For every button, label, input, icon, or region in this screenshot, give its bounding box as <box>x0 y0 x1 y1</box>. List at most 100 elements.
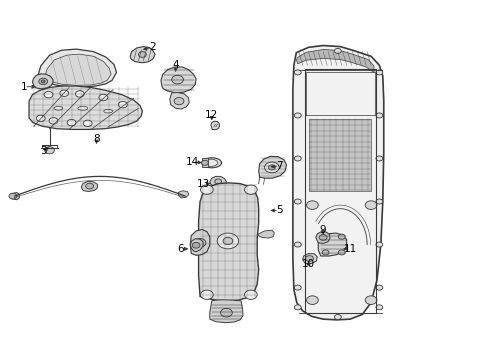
Polygon shape <box>161 67 196 93</box>
Circle shape <box>307 296 318 305</box>
Circle shape <box>269 165 275 170</box>
Circle shape <box>192 242 200 248</box>
Circle shape <box>322 234 329 239</box>
Circle shape <box>376 70 383 75</box>
Text: 14: 14 <box>186 157 199 167</box>
Circle shape <box>217 233 239 249</box>
Circle shape <box>83 120 92 127</box>
Polygon shape <box>37 49 117 87</box>
Circle shape <box>294 156 301 161</box>
Polygon shape <box>29 86 143 130</box>
Text: 9: 9 <box>320 225 326 235</box>
Circle shape <box>39 78 48 85</box>
Polygon shape <box>210 176 226 186</box>
Polygon shape <box>293 45 384 320</box>
Circle shape <box>44 91 53 98</box>
Ellipse shape <box>78 106 88 110</box>
Circle shape <box>294 285 301 290</box>
Circle shape <box>9 193 17 199</box>
Circle shape <box>223 237 233 244</box>
Circle shape <box>215 179 221 184</box>
Circle shape <box>376 156 383 161</box>
Circle shape <box>220 309 232 317</box>
Circle shape <box>67 120 76 126</box>
Circle shape <box>60 90 69 96</box>
Circle shape <box>334 315 341 319</box>
Polygon shape <box>210 300 243 323</box>
Circle shape <box>294 70 301 75</box>
Circle shape <box>307 201 318 210</box>
Polygon shape <box>45 54 111 85</box>
Polygon shape <box>259 156 287 178</box>
Circle shape <box>376 242 383 247</box>
Text: 5: 5 <box>276 206 283 216</box>
Circle shape <box>306 256 314 261</box>
Ellipse shape <box>202 158 221 168</box>
Polygon shape <box>211 121 220 130</box>
Polygon shape <box>318 233 346 256</box>
Polygon shape <box>11 193 19 200</box>
Text: 8: 8 <box>93 134 100 144</box>
Ellipse shape <box>104 109 113 113</box>
Text: 4: 4 <box>172 60 179 70</box>
Circle shape <box>265 162 279 173</box>
Text: 3: 3 <box>40 146 47 156</box>
Polygon shape <box>303 253 318 264</box>
Polygon shape <box>190 239 203 252</box>
Circle shape <box>200 290 213 300</box>
Circle shape <box>172 75 183 84</box>
Circle shape <box>201 160 208 165</box>
Text: 6: 6 <box>177 244 184 254</box>
Circle shape <box>376 199 383 204</box>
Polygon shape <box>190 229 210 255</box>
Ellipse shape <box>54 107 63 110</box>
Text: 12: 12 <box>205 111 219 121</box>
Circle shape <box>338 234 345 239</box>
Circle shape <box>99 94 108 101</box>
Circle shape <box>49 118 58 124</box>
Circle shape <box>200 185 213 194</box>
Circle shape <box>119 102 127 108</box>
Text: 1: 1 <box>21 82 27 92</box>
Polygon shape <box>130 46 155 63</box>
Text: 13: 13 <box>197 179 210 189</box>
Circle shape <box>294 113 301 118</box>
Circle shape <box>365 201 377 210</box>
Circle shape <box>194 238 206 247</box>
Polygon shape <box>32 74 53 89</box>
Circle shape <box>294 242 301 247</box>
Text: 10: 10 <box>302 259 315 269</box>
Polygon shape <box>259 230 274 238</box>
Circle shape <box>245 185 257 194</box>
Circle shape <box>376 285 383 290</box>
Circle shape <box>75 91 84 97</box>
Circle shape <box>294 305 301 310</box>
Circle shape <box>319 234 327 240</box>
Polygon shape <box>170 93 189 109</box>
Circle shape <box>322 250 329 255</box>
Circle shape <box>376 305 383 310</box>
Text: 11: 11 <box>343 244 357 254</box>
Circle shape <box>338 250 345 255</box>
Polygon shape <box>178 191 189 198</box>
Circle shape <box>41 80 45 83</box>
Polygon shape <box>81 181 98 192</box>
Polygon shape <box>202 158 208 167</box>
Circle shape <box>334 48 341 53</box>
Polygon shape <box>296 49 374 72</box>
Circle shape <box>139 51 147 57</box>
Text: 7: 7 <box>276 161 283 171</box>
Polygon shape <box>198 183 259 301</box>
Circle shape <box>245 290 257 300</box>
Circle shape <box>294 199 301 204</box>
Ellipse shape <box>204 159 218 166</box>
Circle shape <box>86 183 94 189</box>
Circle shape <box>174 98 184 105</box>
Circle shape <box>376 113 383 118</box>
Circle shape <box>365 296 377 305</box>
Circle shape <box>45 147 54 154</box>
Text: 2: 2 <box>149 42 155 52</box>
Polygon shape <box>310 119 371 191</box>
Circle shape <box>36 115 45 122</box>
Polygon shape <box>316 231 330 243</box>
